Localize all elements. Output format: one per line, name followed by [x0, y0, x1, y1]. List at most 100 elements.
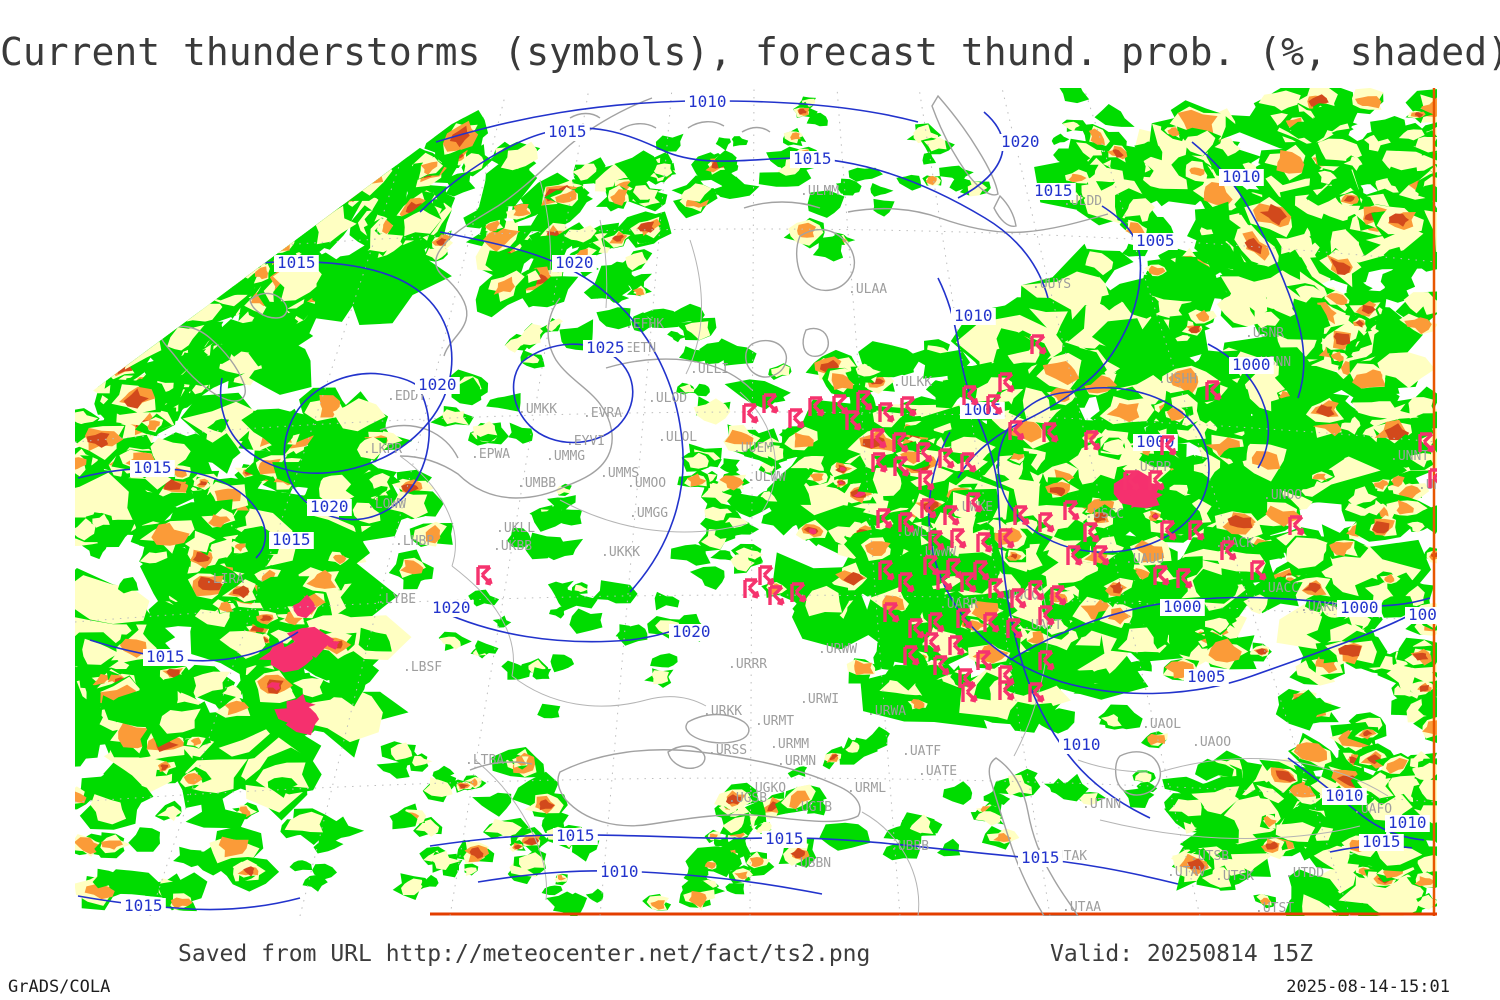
isobar-label-chip	[415, 377, 460, 394]
station-label: .UAKK	[1300, 600, 1339, 615]
thunderstorm-symbol	[1148, 470, 1165, 491]
isobar-label-chip	[553, 828, 598, 845]
thunderstorm-symbol	[948, 635, 965, 656]
isobar-label-chip	[762, 831, 807, 848]
thunderstorm-symbol	[788, 408, 805, 429]
isobar-label-chip	[1184, 669, 1229, 686]
thunderstorm-symbol	[903, 645, 920, 666]
station-label: .ULAA	[848, 282, 887, 297]
thunderstorm-symbol	[1160, 435, 1177, 456]
station-label: .UAFO	[1353, 802, 1392, 817]
thunderstorm-symbol	[1160, 520, 1177, 541]
station-label: .UAOL	[1142, 717, 1181, 732]
station-label: .UKBB	[493, 539, 532, 554]
thunderstorm-symbol	[1288, 515, 1305, 536]
thunderstorm-symbol	[878, 560, 895, 581]
thunderstorm-symbol	[1038, 512, 1055, 533]
country-borders	[399, 179, 1389, 916]
isobar-label-chip	[1385, 815, 1430, 832]
station-label: .LKPR	[363, 442, 402, 457]
thunderstorm-symbol	[832, 394, 849, 415]
coastlines	[160, 94, 1162, 916]
isobar-label-chip	[1337, 600, 1382, 617]
isobar-label: 1005	[1136, 231, 1175, 250]
thunderstorm-symbol	[1006, 618, 1023, 639]
thunderstorm-symbol	[1123, 470, 1140, 491]
thunderstorm-symbol	[892, 432, 909, 453]
isobar-label-chip	[685, 94, 730, 111]
station-label: .EYVI	[566, 434, 605, 449]
station-label: .UGSB	[728, 791, 767, 806]
valid-time-label: Valid: 20250814 15Z	[1050, 941, 1314, 967]
thunderstorm-symbol	[998, 528, 1015, 549]
station-label: .URWI	[800, 692, 839, 707]
station-label: .URSS	[708, 743, 747, 758]
station-label: .UGKO	[747, 781, 786, 796]
isobar-label: 1010	[954, 306, 993, 325]
thunderstorm-symbol	[1205, 380, 1222, 401]
isobar-label: 1000	[1340, 598, 1379, 617]
thunderstorm-symbol	[1010, 588, 1027, 609]
thunderstorm-symbol	[1013, 505, 1030, 526]
isobar-label-chip	[143, 649, 188, 666]
station-label: .ULWW	[747, 470, 786, 485]
thunderstorm-symbol	[950, 528, 967, 549]
thunderstorm-symbol	[923, 555, 940, 576]
thunderstorm-symbol	[476, 565, 493, 586]
isobar-label-chip	[1219, 169, 1264, 186]
isobar-label: 1010	[1388, 813, 1427, 832]
station-label: .ULMM	[800, 184, 839, 199]
thunderstorm-symbol	[1008, 420, 1025, 441]
saved-from-url-note: Saved from URL http://meteocenter.net/fa…	[178, 941, 871, 967]
isobar-label: 1015	[277, 253, 316, 272]
station-label: .LYBE	[377, 592, 416, 607]
thunderstorm-symbol	[973, 560, 990, 581]
isobar-label-chip	[130, 460, 175, 477]
grads-credit: GrADS/COLA	[8, 977, 111, 997]
thunderstorm-symbol	[998, 372, 1015, 393]
thunderstorm-symbol	[856, 390, 873, 411]
station-label: .UATT	[1023, 618, 1062, 633]
thunderstorm-symbol	[845, 410, 862, 431]
thunderstorm-symbol	[742, 403, 759, 424]
thunderstorm-symbol	[768, 585, 785, 606]
thunderstorm-symbol	[898, 572, 915, 593]
thunderstorm-symbol	[924, 632, 941, 653]
isobar-label: 1015	[1034, 181, 1073, 200]
thunderstorm-symbol	[908, 618, 925, 639]
station-label: .LOWW	[367, 497, 406, 512]
thunderstorm-symbol	[918, 470, 935, 491]
probability-shading	[75, 88, 1437, 916]
thunderstorm-symbol	[871, 452, 888, 473]
thunderstorm-symbol	[808, 396, 825, 417]
station-label: .UUEM	[733, 441, 772, 456]
isobar-label-chip	[951, 308, 996, 325]
station-label: .LTBA	[465, 753, 504, 768]
thunderstorm-symbol	[936, 570, 953, 591]
thunderstorm-symbol	[876, 508, 893, 529]
isobar-label: 1015	[765, 829, 804, 848]
thunderstorm-symbol	[976, 650, 993, 671]
station-label: .UMMS	[600, 466, 639, 481]
station-label: .EVRA	[583, 406, 622, 421]
isobar-label-chip	[1405, 607, 1437, 624]
station-label: .UMMG	[546, 449, 585, 464]
thunderstorm-symbol	[870, 428, 887, 449]
thunderstorm-symbol	[976, 532, 993, 553]
isobar-label-chip	[1160, 599, 1205, 616]
station-label: .UACC	[1260, 581, 1299, 596]
thunderstorm-symbol	[1030, 334, 1047, 355]
isobar-label-chip	[552, 255, 597, 272]
station-label: .UNBB	[1418, 478, 1457, 493]
isobar-label-chip	[1133, 233, 1178, 250]
station-label: .UTDD	[1285, 866, 1324, 881]
isobar-label: 1010	[688, 92, 727, 111]
thunderstorm-symbol	[960, 452, 977, 473]
isobar-label-chip	[597, 864, 642, 881]
station-label: .UKLL	[496, 521, 535, 536]
station-label: .URWW	[818, 642, 857, 657]
station-label: .UARR	[939, 597, 978, 612]
station-label: .URWA	[867, 704, 906, 719]
